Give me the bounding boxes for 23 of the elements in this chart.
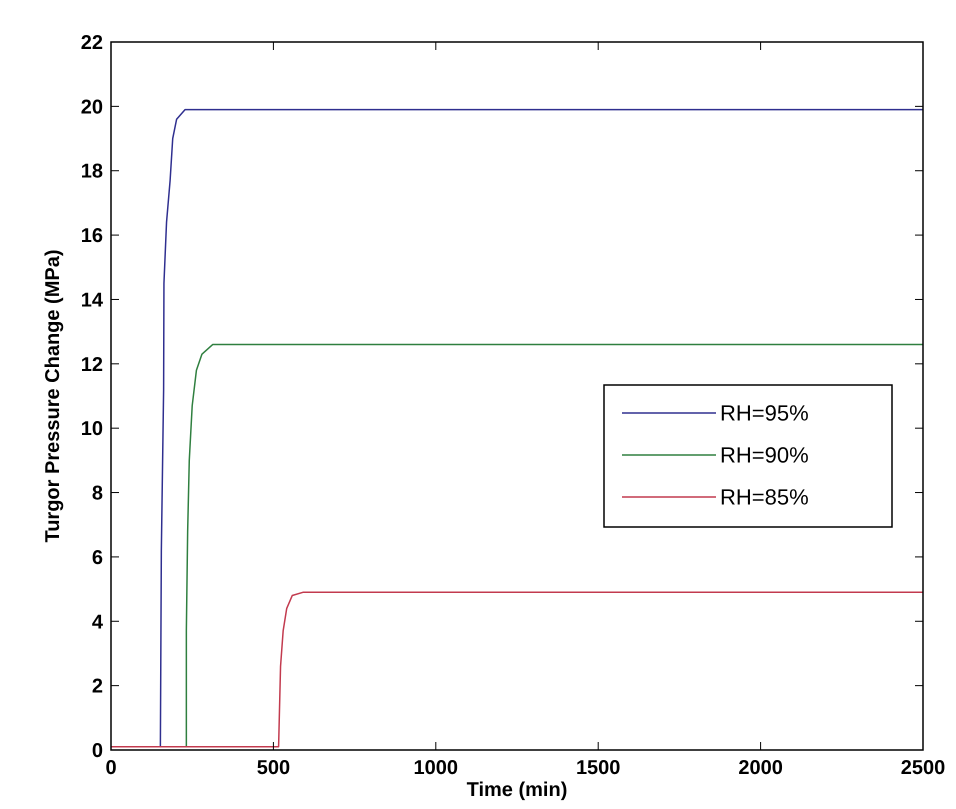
y-tick-label: 4 (92, 611, 104, 634)
x-axis-title: Time (min) (466, 779, 568, 801)
y-tick-label: 20 (80, 96, 103, 118)
y-tick-label: 2 (92, 676, 103, 698)
line-series (110, 592, 924, 748)
y-tick-label: 10 (80, 418, 103, 440)
legend-label: RH=95% (720, 400, 809, 426)
y-tick-label: 22 (80, 32, 103, 54)
legend-label: RH=90% (720, 442, 809, 468)
y-tick-label: 12 (80, 354, 103, 376)
y-tick-label: 6 (92, 546, 103, 569)
legend-label: RH=85% (720, 484, 809, 510)
x-tick-label: 2500 (900, 757, 946, 779)
y-axis-title: Turgor Pressure Change (MPa) (42, 249, 64, 543)
y-tick-label: 14 (80, 289, 104, 312)
x-tick-label: 2000 (738, 757, 783, 779)
x-tick-label: 1500 (576, 757, 620, 779)
y-tick-label: 8 (92, 482, 103, 505)
x-tick-label: 1000 (414, 757, 458, 779)
y-tick-label: 18 (80, 160, 103, 183)
y-tick-label: 16 (80, 225, 103, 248)
y-tick-label: 0 (92, 740, 103, 762)
x-tick-label: 500 (256, 757, 290, 779)
